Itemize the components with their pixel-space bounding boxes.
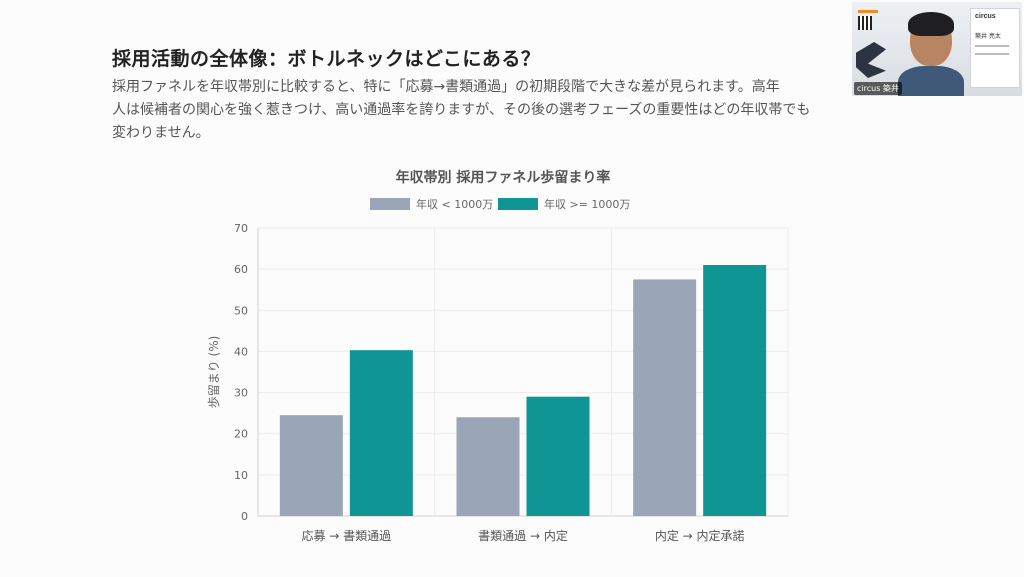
card-line xyxy=(975,53,1009,55)
bar xyxy=(456,417,520,516)
chart-title: 年収帯別 採用ファネル歩留まり率 xyxy=(396,169,611,186)
participant-name-label: circus 築井 xyxy=(854,82,902,95)
slide-subtitle: 採用ファネルを年収帯別に比較すると、特に「応募→書類通過」の初期段階で大きな差が… xyxy=(112,76,892,145)
y-tick-label: 30 xyxy=(234,387,248,400)
bar xyxy=(279,415,343,516)
x-tick-label: 内定 → 内定承諾 xyxy=(655,528,745,543)
name-card: circus 築井 亮太 xyxy=(970,8,1020,88)
y-tick-label: 60 xyxy=(234,263,248,276)
subtitle-line: 変わりません。 xyxy=(112,125,210,141)
y-tick-label: 50 xyxy=(234,304,248,317)
card-name: 築井 亮太 xyxy=(975,33,1001,40)
bar xyxy=(703,265,767,516)
subtitle-line: 人は候補者の関心を強く惹きつけ、高い通過率を誇りますが、その後の選考フェーズの重… xyxy=(112,102,811,118)
y-tick-label: 70 xyxy=(234,222,248,235)
y-tick-label: 20 xyxy=(234,428,248,441)
qr-code-icon xyxy=(858,16,872,30)
bar xyxy=(349,350,413,516)
video-banner xyxy=(858,10,878,13)
y-tick-label: 40 xyxy=(234,345,248,358)
slide-title: 採用活動の全体像：ボトルネックはどこにある？ xyxy=(112,48,541,70)
legend-swatch xyxy=(370,198,410,210)
y-tick-label: 10 xyxy=(234,469,248,482)
legend-swatch xyxy=(498,198,538,210)
video-tile[interactable]: circus 築井 亮太 circus 築井 xyxy=(852,2,1022,96)
bar xyxy=(633,279,697,516)
speaker-avatar xyxy=(898,12,964,96)
card-line xyxy=(975,45,1009,47)
x-tick-label: 書類通過 → 内定 xyxy=(478,528,568,543)
speaker-body xyxy=(898,66,964,96)
y-tick-label: 0 xyxy=(241,510,248,523)
legend-label: 年収 >= 1000万 xyxy=(544,197,630,211)
speaker-hair xyxy=(908,12,954,36)
card-brand: circus xyxy=(975,13,996,20)
x-tick-label: 応募 → 書類通過 xyxy=(301,529,391,543)
y-axis-label: 歩留まり (%) xyxy=(206,336,221,409)
legend-label: 年収 < 1000万 xyxy=(416,197,493,211)
subtitle-line: 採用ファネルを年収帯別に比較すると、特に「応募→書類通過」の初期段階で大きな差が… xyxy=(112,79,780,95)
bar xyxy=(526,396,590,516)
